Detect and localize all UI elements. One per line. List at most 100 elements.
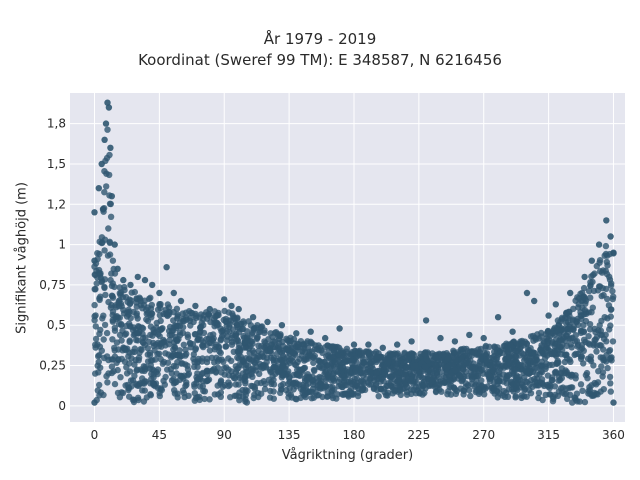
data-point	[270, 359, 278, 366]
data-point	[191, 331, 199, 338]
data-point	[471, 369, 478, 376]
data-point	[524, 369, 531, 377]
data-point	[590, 362, 597, 369]
data-point	[373, 353, 381, 360]
data-point	[109, 257, 117, 264]
data-point	[526, 381, 534, 388]
data-point	[91, 209, 98, 216]
data-point	[135, 354, 143, 361]
data-point	[321, 370, 328, 377]
data-point	[585, 333, 592, 340]
x-axis-label: Vågriktning (grader)	[281, 448, 414, 463]
data-point	[174, 390, 181, 397]
data-point	[404, 375, 412, 383]
data-point	[146, 349, 154, 357]
data-point	[494, 363, 501, 370]
data-point	[106, 200, 114, 207]
data-point	[322, 334, 329, 342]
data-point	[294, 366, 301, 374]
data-point	[562, 319, 570, 326]
data-point	[538, 376, 546, 383]
data-point	[470, 349, 478, 356]
data-point	[578, 341, 586, 349]
data-point	[610, 249, 617, 256]
data-point	[384, 389, 392, 396]
data-point	[101, 321, 109, 329]
data-point	[165, 308, 173, 316]
data-point	[394, 341, 401, 348]
data-point	[140, 398, 148, 405]
data-point	[108, 193, 116, 200]
data-point	[159, 360, 166, 367]
data-point	[147, 294, 154, 301]
data-point	[100, 336, 107, 343]
data-point	[334, 357, 342, 364]
data-point	[100, 312, 107, 319]
data-point	[494, 314, 502, 321]
data-point	[139, 305, 146, 312]
data-point	[575, 300, 582, 308]
data-point	[201, 395, 208, 403]
data-point	[537, 362, 545, 369]
data-point	[96, 296, 103, 304]
data-point	[607, 380, 614, 387]
data-point	[254, 334, 261, 341]
data-point	[109, 336, 116, 343]
data-point	[551, 342, 558, 350]
data-point	[260, 344, 268, 351]
data-point	[603, 338, 610, 345]
data-point	[413, 367, 420, 375]
data-point	[222, 343, 229, 350]
data-point	[363, 375, 370, 383]
data-point	[120, 276, 127, 284]
y-tick-label: 0,5	[47, 318, 66, 332]
data-point	[101, 284, 108, 292]
data-point	[602, 242, 610, 250]
x-tick-label: 225	[407, 428, 430, 442]
data-point	[92, 286, 99, 293]
data-point	[225, 366, 232, 373]
data-point	[524, 346, 532, 353]
data-point	[508, 378, 515, 385]
data-point	[264, 318, 271, 326]
data-point	[422, 317, 430, 324]
data-point	[174, 311, 181, 318]
data-point	[596, 322, 603, 329]
data-point	[141, 387, 148, 394]
data-point	[477, 355, 484, 362]
data-point	[102, 291, 109, 299]
data-point	[91, 399, 98, 406]
data-point	[191, 363, 198, 370]
data-point	[95, 269, 103, 277]
data-point	[101, 168, 108, 175]
data-point	[572, 375, 579, 382]
data-point	[559, 341, 566, 348]
data-point	[253, 357, 260, 364]
data-point	[307, 338, 314, 345]
data-point	[91, 317, 98, 324]
data-point	[561, 325, 568, 332]
data-point	[316, 363, 323, 370]
data-point	[602, 250, 610, 258]
data-point	[117, 374, 124, 381]
data-point	[208, 367, 215, 375]
data-point	[542, 363, 549, 370]
data-point	[115, 298, 122, 305]
data-point	[211, 308, 218, 315]
x-tick-label: 135	[278, 428, 301, 442]
data-point	[200, 329, 208, 337]
data-point	[518, 380, 525, 387]
data-point	[310, 378, 317, 385]
data-point	[343, 357, 350, 364]
data-point	[432, 354, 440, 361]
data-point	[562, 351, 570, 359]
data-point	[173, 378, 180, 386]
data-point	[283, 335, 290, 342]
data-point	[395, 376, 403, 384]
data-point	[286, 373, 293, 381]
data-point	[365, 341, 372, 348]
data-point	[505, 371, 513, 379]
data-point	[359, 355, 366, 362]
data-point	[432, 362, 439, 369]
data-point	[527, 333, 535, 340]
